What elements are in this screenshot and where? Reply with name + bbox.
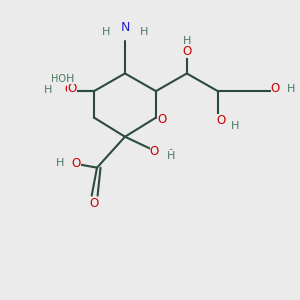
- Text: O: O: [216, 114, 225, 127]
- Text: N: N: [120, 21, 130, 34]
- Text: H: H: [102, 27, 110, 37]
- Text: O: O: [89, 197, 99, 210]
- Text: H: H: [56, 158, 64, 168]
- Text: O: O: [150, 145, 159, 158]
- Text: O: O: [182, 45, 191, 58]
- Text: HO: HO: [51, 74, 66, 84]
- Text: H: H: [44, 85, 52, 94]
- Text: H: H: [66, 74, 75, 84]
- Text: H: H: [183, 36, 191, 46]
- Text: O: O: [271, 82, 280, 95]
- Text: O: O: [157, 113, 167, 127]
- Text: H: H: [287, 84, 296, 94]
- Text: O: O: [72, 157, 81, 170]
- Text: H: H: [167, 151, 175, 161]
- Text: O: O: [64, 83, 74, 96]
- Text: H: H: [140, 27, 148, 37]
- Text: O: O: [67, 82, 76, 95]
- Text: -: -: [169, 144, 172, 154]
- Text: H: H: [231, 122, 240, 131]
